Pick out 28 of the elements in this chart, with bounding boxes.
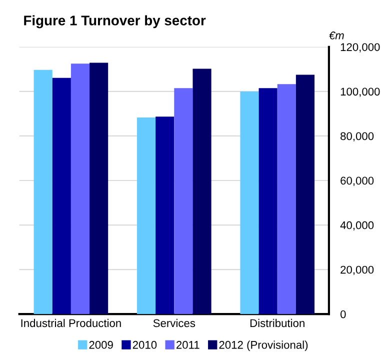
bar bbox=[156, 116, 174, 314]
bar bbox=[258, 88, 278, 314]
bar bbox=[240, 91, 259, 314]
legend-label: 2012 (Provisional) bbox=[219, 340, 308, 351]
legend-label: 2010 bbox=[132, 340, 157, 349]
y-tick-label: 80,000 bbox=[340, 132, 374, 142]
y-tick-label: 0 bbox=[340, 310, 346, 318]
x-tick-label: Distribution bbox=[250, 318, 304, 328]
bar bbox=[137, 118, 156, 314]
bar bbox=[277, 84, 296, 314]
legend-label: 2011 bbox=[176, 340, 200, 349]
bar bbox=[34, 70, 52, 314]
x-tick-label: Industrial Production bbox=[21, 318, 121, 328]
y-axis-title: €m bbox=[329, 32, 344, 40]
bar bbox=[296, 74, 314, 314]
y-tick-label: 20,000 bbox=[340, 266, 374, 275]
y-tick-label: 120,000 bbox=[340, 43, 380, 52]
bar bbox=[174, 88, 193, 314]
legend-label: 2009 bbox=[89, 340, 113, 349]
chart-title: Figure 1 Turnover by sector bbox=[24, 15, 206, 28]
x-tick-label: Services bbox=[153, 318, 196, 328]
bar bbox=[192, 68, 212, 314]
y-tick-label: 100,000 bbox=[340, 88, 380, 97]
bar bbox=[52, 78, 71, 314]
bar bbox=[90, 62, 108, 314]
y-tick-label: 60,000 bbox=[340, 176, 374, 186]
y-tick-label: 40,000 bbox=[340, 221, 374, 230]
bar bbox=[70, 64, 90, 314]
